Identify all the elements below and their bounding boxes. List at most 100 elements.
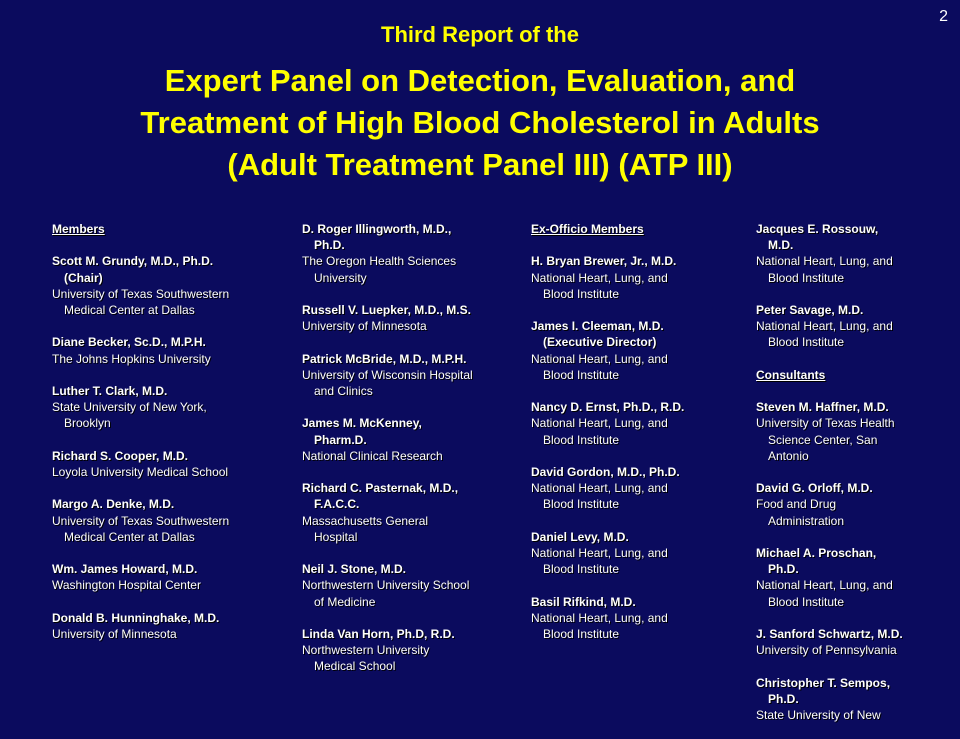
member-affiliation: National Heart, Lung, and: [531, 481, 668, 496]
member-affiliation: National Heart, Lung, and: [531, 351, 668, 366]
member-name: M.D.: [768, 238, 794, 253]
member-affiliation: National Heart, Lung, and: [756, 319, 893, 334]
member-affiliation: The Oregon Health Sciences: [302, 254, 457, 269]
member-entry: Luther T. Clark, M.D. State University of…: [52, 383, 287, 432]
member-entry: Scott M. Grundy, M.D., Ph.D. (Chair) Unive…: [52, 253, 287, 318]
member-name: Margo A. Denke, M.D.: [52, 497, 175, 512]
member-affiliation: University of Pennsylvania: [756, 643, 897, 658]
member-entry: Basil Rifkind, M.D. National Heart, Lung,…: [531, 594, 746, 643]
slide-subtitle: Third Report of the: [381, 22, 579, 47]
member-affiliation: Blood Institute: [543, 286, 620, 301]
member-name: Linda Van Horn, Ph.D, R.D.: [302, 626, 455, 641]
member-entry: Michael A. Proschan, Ph.D. National Heart,…: [756, 545, 956, 610]
member-list: D. Roger Illingworth, M.D., Ph.D. The Oreg…: [302, 221, 522, 675]
member-affiliation: Blood Institute: [543, 626, 620, 641]
member-name: Luther T. Clark, M.D.: [52, 383, 168, 398]
member-name: James I. Cleeman, M.D.: [531, 319, 664, 334]
member-name: (Executive Director): [543, 335, 657, 350]
consultants-column: Jacques E. Rossouw, M.D. National Heart, L…: [756, 221, 956, 739]
title-line: Treatment of High Blood Cholesterol in A…: [140, 105, 820, 140]
section-heading-consultants: Consultants: [756, 367, 826, 382]
member-affiliation: University of Texas Southwestern: [52, 286, 230, 301]
member-entry: Patrick McBride, M.D., M.P.H. University …: [302, 351, 522, 400]
member-affiliation: Northwestern University School: [302, 578, 470, 593]
member-affiliation: Medical School: [314, 659, 396, 674]
member-affiliation: State University of New: [756, 707, 881, 722]
member-affiliation: National Heart, Lung, and: [756, 254, 893, 269]
member-entry: Richard S. Cooper, M.D. Loyola University…: [52, 448, 287, 480]
member-affiliation: National Heart, Lung, and: [531, 545, 668, 560]
page-number: 2: [939, 8, 948, 25]
member-affiliation: Administration: [768, 513, 845, 528]
section-heading-ex-officio: Ex-Officio Members: [531, 222, 644, 236]
member-affiliation: The Johns Hopkins University: [52, 351, 211, 366]
member-name: Scott M. Grundy, M.D., Ph.D.: [52, 254, 214, 269]
member-entry: J. Sanford Schwartz, M.D. University of P…: [756, 626, 956, 658]
member-name: Neil J. Stone, M.D.: [302, 562, 407, 577]
members-column-2: D. Roger Illingworth, M.D., Ph.D. The Oreg…: [302, 221, 522, 691]
member-name: Ph.D.: [768, 691, 799, 706]
member-name: Russell V. Luepker, M.D., M.S.: [302, 303, 471, 317]
member-affiliation: of Medicine: [314, 594, 376, 609]
member-list: H. Bryan Brewer, Jr., M.D. National Heart…: [531, 253, 746, 642]
member-affiliation: Hospital: [314, 529, 358, 544]
members-column: Members Scott M. Grundy, M.D., Ph.D. (Cha…: [52, 221, 287, 658]
member-name: Daniel Levy, M.D.: [531, 529, 629, 544]
member-name: Wm. James Howard, M.D.: [52, 562, 198, 577]
member-name: H. Bryan Brewer, Jr., M.D.: [531, 254, 677, 269]
member-name: James M. McKenney,: [302, 416, 422, 431]
member-name: Richard S. Cooper, M.D.: [52, 448, 189, 463]
member-entry: Neil J. Stone, M.D. Northwestern Universi…: [302, 561, 522, 610]
member-entry: Steven M. Haffner, M.D. University of Tex…: [756, 399, 956, 464]
member-affiliation: National Heart, Lung, and: [531, 270, 668, 285]
member-name: Richard C. Pasternak, M.D.,: [302, 481, 459, 496]
member-affiliation: Blood Institute: [768, 594, 845, 609]
member-affiliation: and Clinics: [314, 384, 373, 398]
member-name: J. Sanford Schwartz, M.D.: [756, 626, 903, 641]
member-name: Ph.D.: [314, 238, 345, 253]
member-name: David G. Orloff, M.D.: [756, 481, 873, 496]
member-name: David Gordon, M.D., Ph.D.: [531, 464, 680, 479]
member-affiliation: Blood Institute: [543, 432, 620, 447]
member-affiliation: Northwestern University: [302, 643, 430, 658]
member-affiliation: Medical Center at Dallas: [64, 303, 195, 317]
member-name: Pharm.D.: [314, 432, 367, 447]
member-entry: James M. McKenney, Pharm.D. National Clini…: [302, 415, 522, 464]
member-list: Jacques E. Rossouw, M.D. National Heart, L…: [756, 221, 956, 351]
member-entry: James I. Cleeman, M.D. (Executive Directo…: [531, 318, 746, 383]
member-affiliation: Blood Institute: [543, 367, 620, 382]
member-entry: Diane Becker, Sc.D., M.P.H. The Johns Hop…: [52, 334, 287, 366]
member-entry: Wm. James Howard, M.D. Washington Hospita…: [52, 561, 287, 593]
member-name: F.A.C.C.: [314, 497, 360, 512]
member-entry: Russell V. Luepker, M.D., M.S. University…: [302, 302, 522, 334]
member-affiliation: Food and Drug: [756, 497, 837, 512]
member-affiliation: National Clinical Research: [302, 448, 443, 463]
member-affiliation: University of Minnesota: [302, 319, 427, 334]
member-name: (Chair): [64, 270, 103, 285]
member-entry: Linda Van Horn, Ph.D, R.D. Northwestern U…: [302, 626, 522, 675]
member-entry: Christopher T. Sempos, Ph.D. State Univers…: [756, 675, 956, 724]
member-affiliation: Medical Center at Dallas: [64, 529, 195, 544]
member-list: Scott M. Grundy, M.D., Ph.D. (Chair) Unive…: [52, 253, 287, 642]
member-entry: Peter Savage, M.D. National Heart, Lung, …: [756, 302, 956, 351]
member-name: Michael A. Proschan,: [756, 545, 877, 560]
member-affiliation: Blood Institute: [543, 562, 620, 577]
member-entry: David Gordon, M.D., Ph.D. National Heart,…: [531, 464, 746, 513]
member-affiliation: National Heart, Lung, and: [531, 610, 668, 625]
member-affiliation: Brooklyn: [64, 416, 111, 431]
member-affiliation: Blood Institute: [768, 270, 845, 285]
member-affiliation: Antonio: [768, 448, 809, 463]
member-entry: Margo A. Denke, M.D. University of Texas …: [52, 496, 287, 545]
member-affiliation: Loyola University Medical School: [52, 464, 229, 479]
member-entry: David G. Orloff, M.D. Food and Drug Admini…: [756, 480, 956, 529]
title-line: (Adult Treatment Panel III) (ATP III): [227, 147, 733, 182]
member-entry: H. Bryan Brewer, Jr., M.D. National Heart…: [531, 253, 746, 302]
member-name: Patrick McBride, M.D., M.P.H.: [302, 351, 467, 366]
member-affiliation: National Heart, Lung, and: [531, 416, 668, 431]
member-affiliation: National Heart, Lung, and: [756, 578, 893, 593]
member-name: Nancy D. Ernst, Ph.D., R.D.: [531, 400, 685, 415]
member-name: Diane Becker, Sc.D., M.P.H.: [52, 335, 206, 350]
member-list: Steven M. Haffner, M.D. University of Tex…: [756, 399, 956, 723]
member-entry: Daniel Levy, M.D. National Heart, Lung, a…: [531, 529, 746, 578]
member-name: Basil Rifkind, M.D.: [531, 594, 636, 609]
